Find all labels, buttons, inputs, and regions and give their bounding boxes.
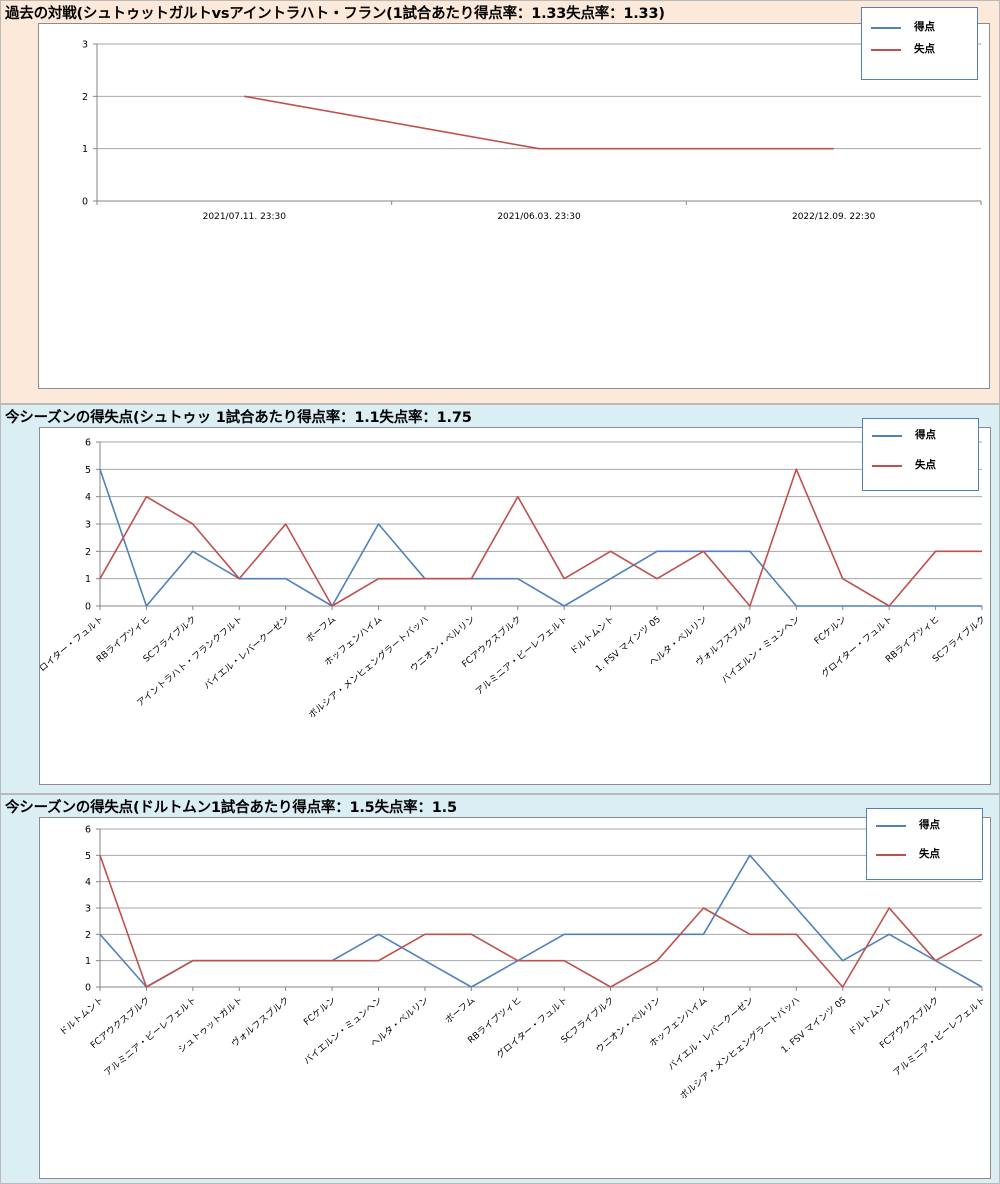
legend-item-conceded: 失点: [862, 39, 977, 59]
y-tick-label: 2: [85, 547, 91, 558]
legend-item-conceded: 失点: [863, 455, 978, 475]
y-tick-label: 6: [85, 825, 91, 836]
x-tick-label: グロイター・フュルト: [819, 613, 895, 680]
x-tick-label: アルミニア・ビーレフェルト: [474, 614, 571, 698]
y-tick-label: 0: [85, 602, 91, 613]
x-tick-label: ボーフム: [304, 614, 338, 645]
chart-legend: 得点 失点: [866, 808, 983, 880]
legend-item-conceded: 失点: [867, 844, 982, 864]
x-tick-label: グロイター・フュルト: [40, 613, 106, 680]
series-line-conceded: [99, 468, 982, 607]
legend-swatch-goals: [876, 825, 906, 827]
y-tick-label: 2: [82, 92, 88, 103]
legend-swatch-conceded: [876, 854, 906, 856]
x-tick-label: ボーフム: [443, 995, 477, 1026]
season-chart-stuttgart-svg: 0123456グロイター・フュルトRBライプツィヒSCフライブルクアイントラハト…: [40, 438, 988, 721]
legend-swatch-goals: [872, 435, 902, 437]
season-chart-dortmund-svg: 0123456ドルトムントFCアウクスブルクアルミニア・ビーレフェルトシュトゥッ…: [57, 825, 988, 1102]
y-tick-label: 4: [85, 877, 91, 888]
legend-label-goals: 得点: [914, 21, 935, 33]
y-tick-label: 5: [85, 851, 91, 862]
y-tick-label: 5: [85, 465, 91, 476]
head-to-head-section: 過去の対戦(シュトゥットガルトvsアイントラハト・フラン(1試合あたり得点率：1…: [0, 0, 1000, 404]
y-tick-label: 6: [85, 438, 91, 449]
y-tick-label: 1: [85, 574, 91, 585]
x-tick-label: ドルトムント: [847, 995, 895, 1038]
section-title: 今シーズンの得失点(ドルトムン1試合あたり得点率：1.5失点率：1.5: [5, 800, 457, 816]
section-title: 過去の対戦(シュトゥットガルトvsアイントラハト・フラン(1試合あたり得点率：1…: [5, 6, 665, 22]
x-tick-label: ドルトムント: [57, 995, 105, 1038]
x-tick-label: 2021/07.11. 23:30: [203, 212, 287, 222]
section-title: 今シーズンの得失点(シュトゥッ 1試合あたり得点率：1.1失点率：1.75: [5, 410, 472, 426]
legend-item-goals: 得点: [867, 815, 982, 835]
x-tick-label: 2022/12.09. 22:30: [792, 212, 876, 222]
head-to-head-chart-svg: 0 1 2 3 2021/07.11. 23:30 2021/06.03. 23:30 20…: [82, 40, 982, 222]
legend-label-conceded: 失点: [915, 459, 936, 471]
season-chart-stuttgart-section: 今シーズンの得失点(シュトゥッ 1試合あたり得点率：1.1失点率：1.75 0 1…: [0, 404, 1000, 794]
series-line-goals: [99, 854, 983, 988]
season-chart-stuttgart: 0 1 2 3 4 5 6 グロイター・フュルト RBライプツィヒ SCフライブルク アイントラハト…: [39, 418, 991, 785]
y-tick-label: 3: [85, 904, 91, 915]
legend-swatch-goals: [871, 27, 901, 29]
x-tick-label: バイエル・レバークーゼン: [201, 613, 291, 692]
x-tick-label: バイエル・レバークーゼン: [665, 994, 755, 1073]
y-tick-label: 2: [85, 930, 91, 941]
y-tick-label: 0: [85, 983, 91, 994]
season-chart-dortmund-section: 今シーズンの得失点(ドルトムン1試合あたり得点率：1.5失点率：1.5 0 1 2 3…: [0, 794, 1000, 1184]
chart-legend: 得点 失点: [861, 7, 978, 80]
legend-swatch-conceded: [872, 465, 902, 467]
y-tick-label: 1: [82, 144, 88, 155]
legend-item-goals: 得点: [863, 425, 978, 445]
y-tick-label: 3: [82, 40, 88, 51]
head-to-head-chart: 0 1 2 3 2021/07.11. 23:30 2021/06.03. 23:30 20…: [38, 7, 990, 389]
season-chart-dortmund: 0 1 2 3 4 5 6 ドルトムント FCアウクスブルク アルミニア・ビーレフェルト シュトゥッ…: [39, 808, 991, 1179]
x-tick-label: グロイター・フュルト: [494, 994, 570, 1061]
x-tick-label: 2021/06.03. 23:30: [497, 212, 581, 222]
series-line-conceded: [99, 855, 983, 988]
series-line-goals: [99, 469, 982, 607]
x-tick-label: FCケルン: [812, 614, 848, 647]
legend-swatch-conceded: [871, 49, 901, 51]
y-tick-label: 3: [85, 520, 91, 531]
x-tick-label: FCケルン: [302, 995, 338, 1028]
x-tick-label: アルミニア・ビーレフェルト: [891, 995, 988, 1079]
y-tick-label: 4: [85, 492, 91, 503]
x-tick-label: バイエルン・ミュンヘン: [720, 614, 803, 686]
chart-legend: 得点 失点: [862, 418, 979, 491]
y-tick-label: 0: [82, 197, 88, 208]
legend-label-goals: 得点: [915, 429, 936, 441]
legend-label-conceded: 失点: [914, 43, 935, 55]
legend-label-goals: 得点: [919, 819, 940, 831]
y-tick-label: 1: [85, 956, 91, 967]
series-line-conceded: [244, 95, 834, 150]
x-tick-label: ドルトムント: [568, 614, 616, 657]
legend-label-conceded: 失点: [919, 848, 940, 860]
legend-item-goals: 得点: [862, 17, 977, 37]
x-tick-label: バイエルン・ミュンヘン: [302, 995, 385, 1067]
x-tick-label: アルミニア・ビーレフェルト: [102, 995, 199, 1079]
